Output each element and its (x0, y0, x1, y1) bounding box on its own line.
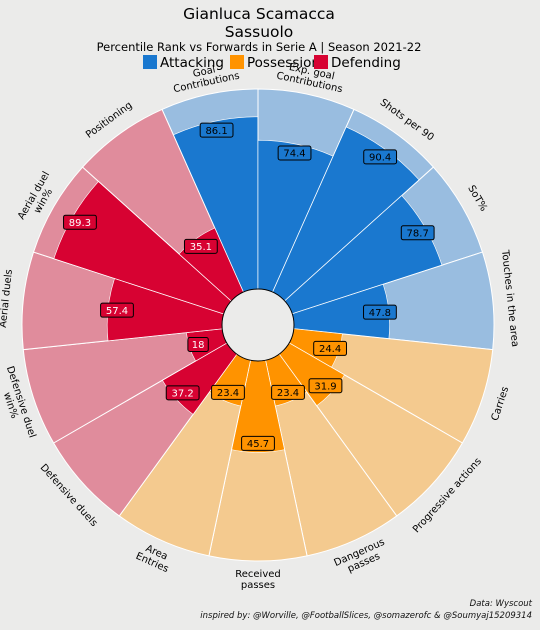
value-text: 45.7 (247, 439, 269, 450)
category-label-touches-in-the-area: Touches in the area (499, 249, 520, 348)
value-box (63, 214, 97, 230)
footer-source: Data: Wyscout (469, 599, 532, 609)
legend-label: Defending (331, 55, 401, 71)
value-box (183, 238, 218, 254)
value-box (165, 385, 200, 401)
chart-title: Gianluca Scamacca (183, 5, 335, 23)
category-label-area-entries: AreaEntries (134, 541, 175, 575)
category-label-aerial-duels: Aerial duels (0, 269, 15, 328)
value-text: 37.2 (172, 389, 194, 400)
center-hole (221, 288, 295, 362)
value-text: 35.1 (190, 242, 212, 253)
category-label-line: Goal (192, 64, 217, 79)
category-label-sot: SoT% (465, 184, 489, 214)
category-label-line: SoT% (465, 184, 489, 214)
legend-swatch (314, 55, 328, 69)
value-label-defensive-duel-win: 18 (187, 336, 209, 352)
value-text: 90.4 (369, 153, 391, 164)
legend: Attacking Possession Defending (143, 55, 401, 71)
value-text: 89.3 (69, 218, 91, 229)
legend-item-attacking: Attacking (143, 55, 224, 71)
category-label-carries: Carries (490, 385, 511, 422)
value-box (199, 122, 234, 138)
value-box (277, 145, 312, 161)
value-box (363, 149, 398, 165)
value-text: 74.4 (283, 149, 305, 160)
footer-credits: inspired by: @Worville, @FootballSlices,… (200, 611, 532, 621)
value-label-carries: 24.4 (313, 340, 347, 356)
category-label-line: Touches in the area (499, 249, 520, 348)
value-labels: 86.1 74.4 90.4 78.7 47.8 24.4 31.9 23.4 45.7 23.4… (63, 122, 435, 451)
category-label-line: Aerial duels (0, 269, 15, 328)
value-text: 78.7 (407, 229, 429, 240)
footer: Data: Wyscout inspired by: @Worville, @F… (200, 598, 532, 622)
chart-subtitle: Sassuolo (225, 23, 294, 41)
category-label-line: Received (235, 569, 281, 580)
category-label-line: Carries (490, 385, 511, 422)
value-box (400, 225, 435, 241)
value-box (100, 302, 134, 318)
value-label-aerial-duels: 57.4 (100, 302, 134, 318)
value-text: 57.4 (106, 306, 128, 317)
value-text: 24.4 (319, 344, 341, 355)
value-text: 31.9 (314, 381, 336, 392)
value-label-received-passes: 45.7 (241, 435, 275, 451)
value-text: 23.4 (217, 388, 239, 399)
value-label-shots-per-90: 90.4 (363, 149, 398, 165)
value-label-progressive-actions: 31.9 (308, 378, 343, 394)
value-box (313, 340, 347, 356)
value-label-positioning: 35.1 (183, 238, 218, 254)
value-text: 23.4 (277, 388, 299, 399)
value-label-aerial-duel-win: 89.3 (63, 214, 97, 230)
value-box (241, 435, 275, 451)
value-label-sot: 78.7 (400, 225, 435, 241)
value-box (187, 336, 209, 352)
legend-swatch (230, 55, 244, 69)
category-label-line: passes (241, 580, 275, 591)
value-text: 86.1 (205, 126, 227, 137)
chart-subtitle-2: Percentile Rank vs Forwards in Serie A |… (97, 40, 422, 54)
value-label-area-entries: 23.4 (211, 384, 245, 400)
value-label-defensive-duels: 37.2 (165, 385, 200, 401)
chart-slices (21, 88, 495, 562)
value-label-touches-in-the-area: 47.8 (363, 304, 397, 320)
category-label-received-passes: Received passes (235, 569, 281, 591)
legend-label: Possession (247, 55, 320, 71)
legend-item-defending: Defending (314, 55, 401, 71)
value-box (308, 378, 343, 394)
legend-swatch (143, 55, 157, 69)
legend-item-possession: Possession (230, 55, 320, 71)
legend-label: Attacking (160, 55, 224, 71)
value-box (271, 384, 305, 400)
value-text: 18 (192, 340, 205, 351)
value-label-exp-goal-contributions: 74.4 (277, 145, 312, 161)
value-box (363, 304, 397, 320)
value-label-dangerous-passes: 23.4 (271, 384, 305, 400)
value-label-goal-contributions: 86.1 (199, 122, 234, 138)
value-text: 47.8 (369, 308, 391, 319)
value-box (211, 384, 245, 400)
